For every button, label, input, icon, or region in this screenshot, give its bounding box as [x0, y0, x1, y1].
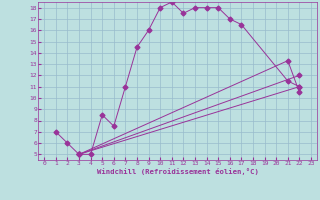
- X-axis label: Windchill (Refroidissement éolien,°C): Windchill (Refroidissement éolien,°C): [97, 168, 259, 175]
